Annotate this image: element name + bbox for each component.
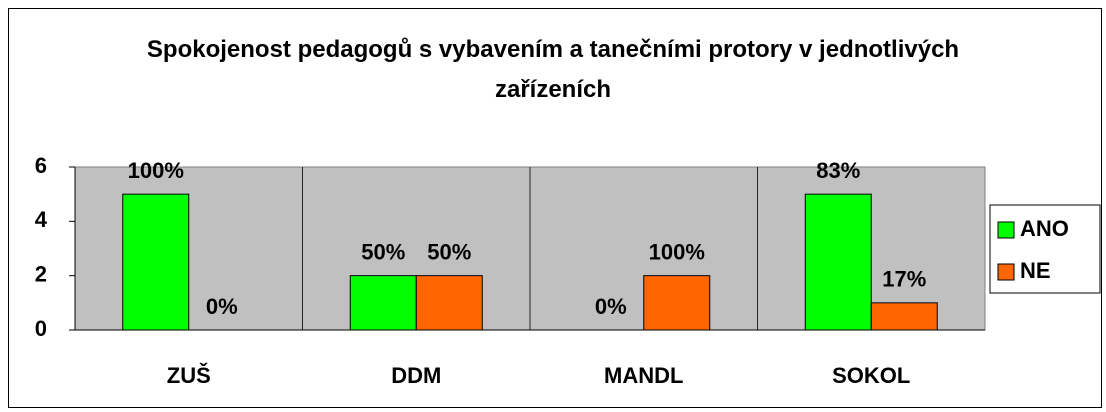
value-label: 0% <box>206 294 238 319</box>
bar <box>643 275 711 331</box>
bar <box>804 193 872 331</box>
legend-swatch <box>997 221 1015 239</box>
value-label: 50% <box>361 239 405 264</box>
chart-title: Spokojenost pedagogů s vybavením a taneč… <box>146 36 960 103</box>
y-tick-label: 4 <box>35 207 48 232</box>
bar <box>122 193 190 331</box>
bar <box>349 275 417 331</box>
y-tick-label: 6 <box>35 153 47 178</box>
bar <box>415 275 483 331</box>
value-label: 100% <box>128 158 184 183</box>
value-label: 50% <box>427 239 471 264</box>
value-label: 100% <box>649 239 705 264</box>
value-label: 17% <box>882 267 926 292</box>
y-tick-label: 0 <box>35 316 47 341</box>
x-tick-label: ZUŠ <box>167 363 211 388</box>
chart-frame <box>8 8 1102 408</box>
x-tick-label: DDM <box>391 363 441 388</box>
bar <box>870 302 938 331</box>
x-tick-label: SOKOL <box>832 363 910 388</box>
value-label: 0% <box>595 294 627 319</box>
legend-label: ANO <box>1020 216 1069 241</box>
value-label: 83% <box>816 158 860 183</box>
legend-label: NE <box>1020 258 1051 283</box>
legend-swatch <box>997 263 1015 281</box>
y-tick-label: 2 <box>35 261 47 286</box>
x-tick-label: MANDL <box>604 363 683 388</box>
